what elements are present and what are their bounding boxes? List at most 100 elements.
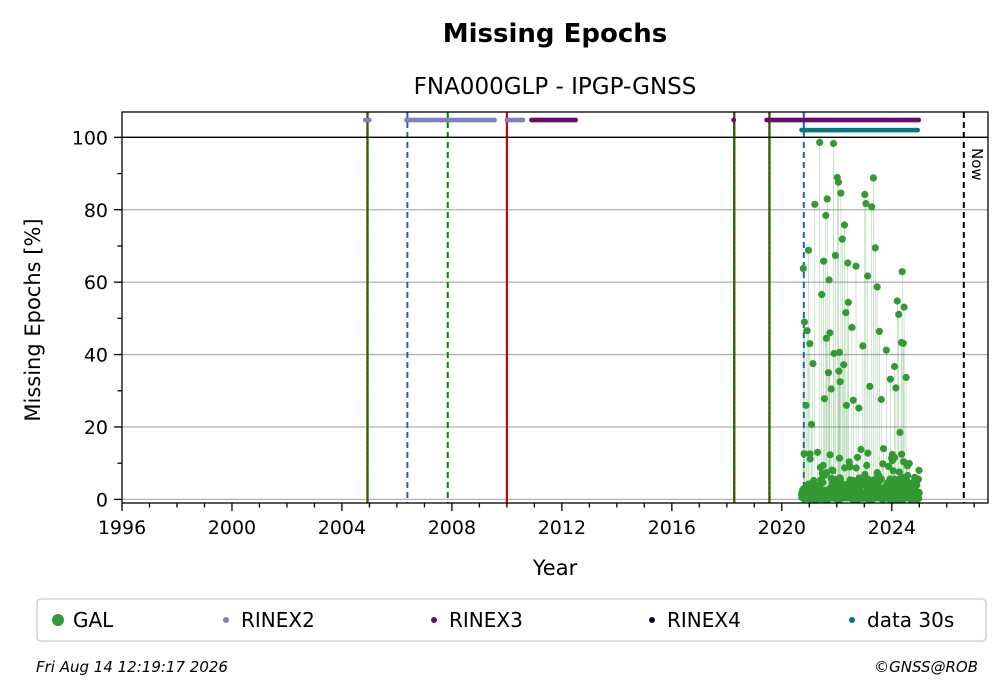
rinex2-dot xyxy=(366,117,372,123)
x-tick-label-2012: 2012 xyxy=(538,517,586,539)
gal-point xyxy=(869,174,878,182)
legend: GAL RINEX2 RINEX3 RINEX4 data 30s xyxy=(52,608,954,632)
gal-point xyxy=(868,203,876,211)
gal-point xyxy=(836,378,844,386)
gal-point xyxy=(826,329,834,337)
footer-credit: ©GNSS@ROB xyxy=(874,658,978,676)
gal-point xyxy=(892,384,900,392)
plot-frame xyxy=(121,111,989,504)
y-axis-label: Missing Epochs [%] xyxy=(21,218,45,421)
x-axis-ticks: 1996 2000 2004 2008 2012 2016 2020 2024 xyxy=(98,503,975,539)
gal-point xyxy=(898,450,906,458)
gal-point xyxy=(849,396,857,404)
gal-point xyxy=(827,385,835,393)
gal-point xyxy=(879,445,888,453)
gal-point xyxy=(820,257,828,265)
gal-point xyxy=(844,298,852,306)
gal-point xyxy=(900,303,908,311)
legend-label-gal: GAL xyxy=(73,608,114,632)
availability-bars xyxy=(362,117,922,133)
legend-label-rinex2: RINEX2 xyxy=(241,608,315,632)
gal-point xyxy=(895,468,903,476)
gal-point xyxy=(884,462,893,470)
legend-marker-gal xyxy=(52,614,64,626)
gal-point xyxy=(864,449,872,457)
gal-point xyxy=(862,200,870,208)
gal-point xyxy=(835,367,843,375)
gal-point xyxy=(893,297,901,305)
y-tick-label-100: 100 xyxy=(72,127,108,149)
x-tick-label-2024: 2024 xyxy=(868,517,916,539)
gal-point xyxy=(890,362,899,371)
gal-point xyxy=(895,310,903,318)
gal-point xyxy=(800,450,808,458)
gal-point xyxy=(855,404,863,412)
event-lines xyxy=(366,112,805,503)
gal-point xyxy=(842,309,850,317)
gal-point xyxy=(806,450,814,458)
gal-point xyxy=(873,283,881,291)
gal-point xyxy=(864,272,872,280)
legend-box xyxy=(36,598,987,642)
now-label: Now xyxy=(968,148,986,181)
gal-point xyxy=(811,200,819,208)
gal-point xyxy=(824,369,833,377)
gal-point xyxy=(806,340,814,348)
y-tick-label-80: 80 xyxy=(84,200,108,222)
data-30s-dot xyxy=(915,127,920,133)
legend-marker-rinex3 xyxy=(431,617,437,623)
gal-point xyxy=(822,469,831,477)
y-tick-label-20: 20 xyxy=(84,417,108,439)
gal-point xyxy=(799,264,807,272)
chart-subtitle: FNA000GLP - IPGP-GNSS xyxy=(414,74,697,100)
gal-point xyxy=(905,459,913,468)
rinex2-dot xyxy=(520,117,526,123)
y-tick-label-0: 0 xyxy=(96,489,108,511)
gal-point xyxy=(861,190,869,199)
gal-point xyxy=(913,481,921,489)
gal-point xyxy=(871,244,879,252)
gal-point xyxy=(816,138,824,146)
x-tick-label-2020: 2020 xyxy=(758,517,806,539)
gal-point xyxy=(904,471,912,480)
gal-point xyxy=(823,195,831,203)
gal-point xyxy=(896,428,904,436)
legend-marker-rinex4 xyxy=(649,617,655,623)
gal-point xyxy=(846,462,854,470)
gal-point xyxy=(886,375,895,383)
gal-point xyxy=(803,327,811,335)
legend-label-rinex4: RINEX4 xyxy=(667,608,741,632)
x-tick-label-1996: 1996 xyxy=(98,517,146,539)
gal-point xyxy=(852,464,860,472)
y-tick-label-40: 40 xyxy=(84,345,108,367)
gal-point xyxy=(915,489,923,497)
gal-point xyxy=(866,382,874,390)
gal-series xyxy=(798,138,923,503)
gal-point xyxy=(898,268,906,276)
gal-point xyxy=(915,494,923,502)
gal-point xyxy=(840,361,848,369)
gal-point xyxy=(891,453,899,462)
gal-point xyxy=(829,467,837,475)
gal-point xyxy=(822,211,830,220)
legend-marker-rinex2 xyxy=(223,617,229,623)
gal-point xyxy=(807,420,816,428)
gal-point xyxy=(837,189,845,197)
gal-point xyxy=(879,460,887,468)
gal-point xyxy=(889,467,897,475)
footer-timestamp: Fri Aug 14 12:19:17 2026 xyxy=(36,658,228,676)
x-axis-label: Year xyxy=(532,556,578,580)
x-tick-label-2000: 2000 xyxy=(208,517,256,539)
gal-point xyxy=(877,475,886,483)
gal-point xyxy=(882,346,890,354)
gal-point xyxy=(826,451,834,459)
legend-marker-data-30s xyxy=(849,617,855,623)
chart-title: Missing Epochs xyxy=(443,19,667,49)
rinex2-dot xyxy=(492,117,497,123)
legend-label-data-30s: data 30s xyxy=(867,608,954,632)
now-marker-group: Now xyxy=(962,112,986,503)
legend-label-rinex3: RINEX3 xyxy=(449,608,523,632)
gal-point xyxy=(830,349,838,358)
gal-point xyxy=(842,401,851,409)
